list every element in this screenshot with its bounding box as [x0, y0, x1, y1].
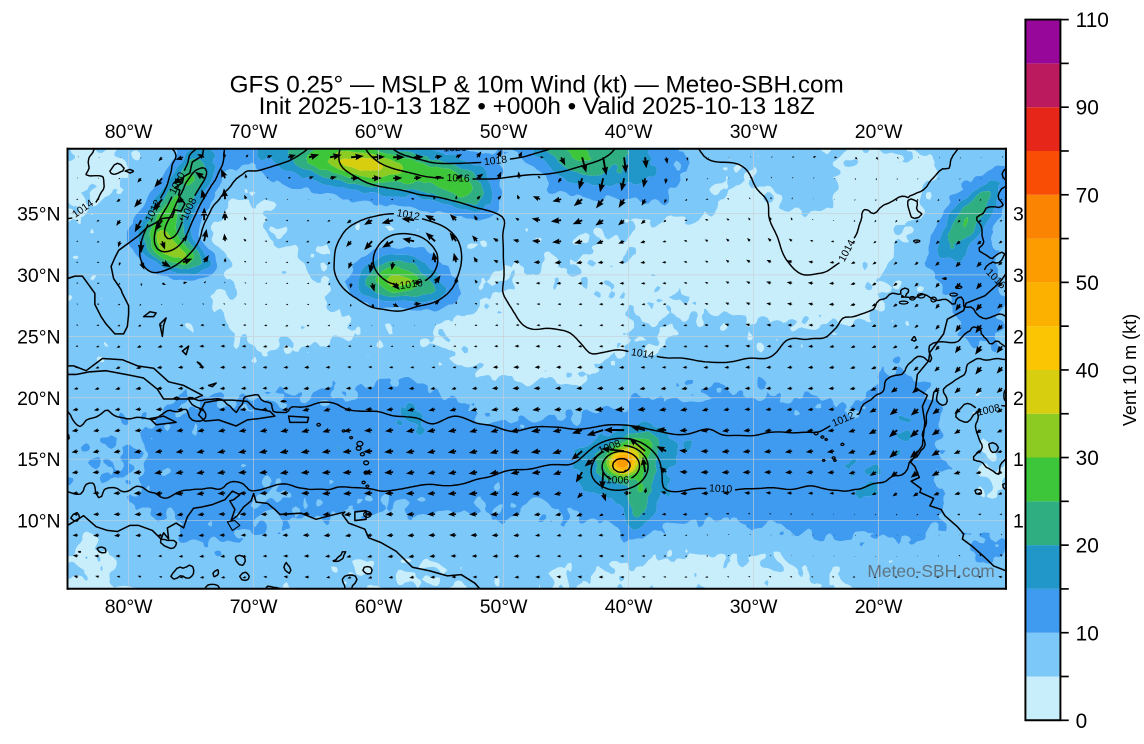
svg-text:20°N: 20°N: [17, 388, 60, 410]
svg-text:10°N: 10°N: [17, 511, 60, 533]
svg-text:40: 40: [1076, 359, 1099, 382]
svg-text:50°W: 50°W: [480, 121, 528, 143]
svg-text:1016: 1016: [446, 173, 470, 185]
svg-text:80°W: 80°W: [105, 596, 153, 618]
svg-text:80°W: 80°W: [105, 121, 153, 143]
svg-text:1012: 1012: [396, 208, 421, 223]
svg-text:50: 50: [1076, 272, 1099, 295]
svg-text:GFS 0.25° — MSLP & 10m Wind (k: GFS 0.25° — MSLP & 10m Wind (kt) — Meteo…: [230, 71, 844, 98]
svg-text:90: 90: [1076, 97, 1099, 120]
svg-text:30°N: 30°N: [17, 265, 60, 287]
svg-text:50°W: 50°W: [480, 596, 528, 618]
svg-text:Init 2025-10-13 18Z • +000h •: Init 2025-10-13 18Z • +000h • Valid 2025…: [259, 93, 815, 120]
svg-text:1018: 1018: [484, 155, 508, 169]
svg-text:60°W: 60°W: [355, 121, 403, 143]
svg-text:1010: 1010: [709, 483, 733, 495]
svg-text:10: 10: [1076, 622, 1099, 645]
svg-text:70: 70: [1076, 184, 1099, 207]
svg-text:25°N: 25°N: [17, 326, 60, 348]
svg-text:70°W: 70°W: [230, 596, 278, 618]
svg-text:40°W: 40°W: [605, 596, 653, 618]
svg-text:30°W: 30°W: [730, 121, 778, 143]
svg-text:30°W: 30°W: [730, 596, 778, 618]
svg-text:20°W: 20°W: [855, 596, 903, 618]
svg-text:1008: 1008: [976, 403, 1001, 419]
svg-text:110: 110: [1076, 9, 1109, 32]
svg-text:70°W: 70°W: [230, 121, 278, 143]
svg-text:20°W: 20°W: [855, 121, 903, 143]
svg-text:35°N: 35°N: [17, 204, 60, 226]
svg-text:1006: 1006: [606, 475, 629, 486]
svg-text:Meteo-SBH.com: Meteo-SBH.com: [867, 561, 994, 581]
svg-text:1014: 1014: [630, 347, 655, 362]
svg-text:Vent 10 m (kt): Vent 10 m (kt): [1120, 314, 1140, 426]
svg-text:20: 20: [1076, 535, 1099, 558]
svg-text:0: 0: [1076, 710, 1088, 733]
svg-text:60°W: 60°W: [355, 596, 403, 618]
svg-text:1010: 1010: [399, 278, 424, 292]
svg-text:30: 30: [1076, 447, 1099, 470]
svg-text:40°W: 40°W: [605, 121, 653, 143]
svg-text:15°N: 15°N: [17, 449, 60, 471]
